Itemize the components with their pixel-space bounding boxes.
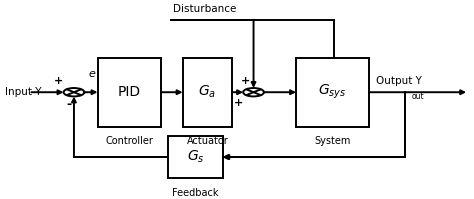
Text: +: + — [54, 76, 64, 87]
Circle shape — [64, 88, 84, 96]
Bar — [168, 136, 223, 178]
Text: -: - — [67, 98, 72, 111]
Circle shape — [243, 88, 264, 96]
Text: e: e — [88, 69, 95, 79]
Text: Input Y: Input Y — [5, 87, 42, 97]
Text: $G_a$: $G_a$ — [199, 84, 217, 100]
Text: PID: PID — [118, 85, 141, 99]
Text: Controller: Controller — [106, 136, 154, 146]
Bar — [182, 58, 232, 127]
Text: out: out — [412, 92, 425, 100]
Text: +: + — [234, 98, 243, 108]
Text: $G_{sys}$: $G_{sys}$ — [319, 83, 347, 101]
Text: +: + — [241, 76, 250, 86]
Text: Feedback: Feedback — [173, 187, 219, 198]
Text: Actuator: Actuator — [187, 136, 228, 146]
Bar — [98, 58, 161, 127]
Text: System: System — [315, 136, 351, 146]
Bar — [296, 58, 369, 127]
Text: Output Y: Output Y — [376, 76, 422, 86]
Text: Disturbance: Disturbance — [173, 4, 237, 14]
Text: $G_s$: $G_s$ — [187, 149, 204, 165]
